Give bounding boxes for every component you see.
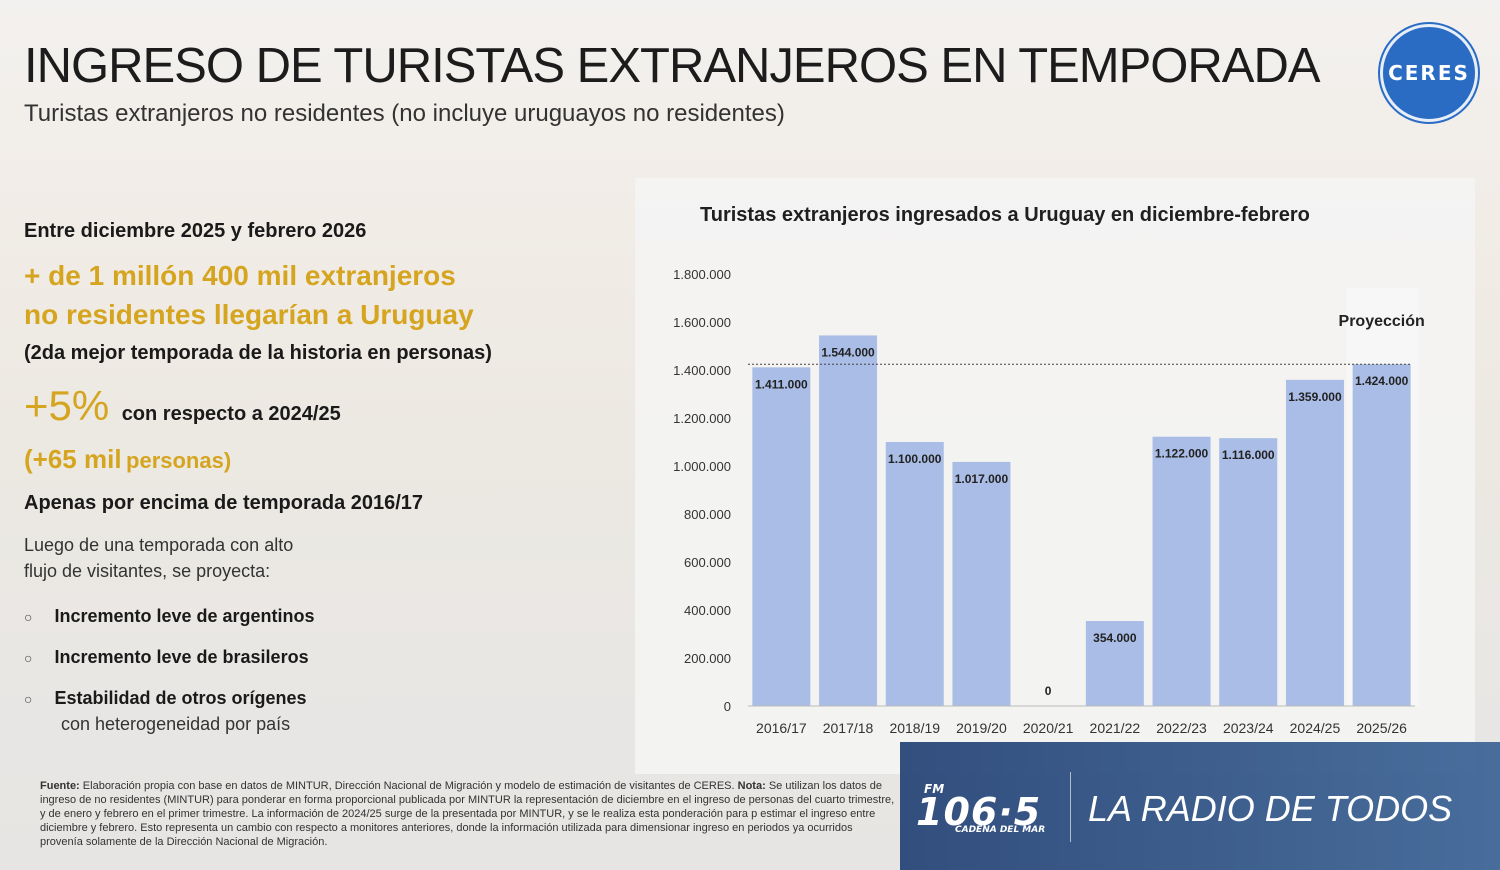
x-tick-label: 2023/24 <box>1223 720 1274 736</box>
x-tick-label: 2016/17 <box>756 720 807 736</box>
y-tick-label: 1.600.000 <box>673 315 731 330</box>
bar-2019/20 <box>952 461 1011 706</box>
bar-2021/22 <box>1085 621 1144 706</box>
record-note: (2da mejor temporada de la historia en p… <box>24 342 492 364</box>
radio-fm: FM <box>924 782 945 796</box>
bar-2018/19 <box>885 442 944 706</box>
footer-line1-end: Se utilizan los datos de ingreso de no r… <box>40 780 882 806</box>
bar-2017/18 <box>819 335 878 706</box>
bar-2024/25 <box>1285 379 1344 706</box>
projection-label: Proyección <box>1339 313 1425 330</box>
x-tick-label: 2025/26 <box>1356 720 1407 736</box>
x-tick-label: 2017/18 <box>823 720 874 736</box>
footer-source-label: Fuente: <box>40 780 80 792</box>
footer-line2: publicada por MINTUR la representación d… <box>40 794 895 820</box>
y-tick-label: 800.000 <box>684 507 731 522</box>
chart-title: Turistas extranjeros ingresados a Urugua… <box>700 204 1310 226</box>
footer-source: Fuente: Elaboración propia con base en d… <box>40 779 895 849</box>
footer-line1: Elaboración propia con base en datos de … <box>82 780 735 792</box>
x-tick-label: 2020/21 <box>1023 720 1074 736</box>
intro-line1: Luego de una temporada con alto <box>24 535 294 555</box>
y-tick-label: 1.800.000 <box>673 267 731 282</box>
compare-text: Apenas por encima de temporada 2016/17 <box>24 492 424 514</box>
ceres-logo: CERES <box>1380 24 1478 122</box>
bar-2022/23 <box>1152 436 1211 706</box>
data-label: 1.122.000 <box>1155 447 1209 461</box>
y-tick-label: 0 <box>724 699 731 714</box>
radio-banner: FM 106·5 CADENA DEL MAR LA RADIO DE TODO… <box>900 742 1500 870</box>
headline-line2: no residentes llegarían a Uruguay <box>24 299 474 330</box>
bar-2016/17 <box>752 367 811 706</box>
headline-line1: + de 1 millón 400 mil extranjeros <box>24 260 456 291</box>
x-tick-label: 2024/25 <box>1290 720 1341 736</box>
footer-note-label: Nota: <box>737 780 766 792</box>
page-title: INGRESO DE TURISTAS EXTRANJEROS EN TEMPO… <box>24 39 1321 93</box>
data-label: 1.017.000 <box>955 472 1009 486</box>
data-label: 354.000 <box>1093 631 1137 645</box>
y-tick-label: 1.400.000 <box>673 363 731 378</box>
bullet-subtext: con heterogeneidad por país <box>61 714 291 734</box>
banner-divider <box>1070 772 1071 842</box>
page-subtitle: Turistas extranjeros no residentes (no i… <box>24 100 785 127</box>
x-tick-label: 2021/22 <box>1090 720 1141 736</box>
bullet-item: ○ Incremento leve de argentinos <box>24 606 315 626</box>
data-label: 1.116.000 <box>1222 448 1275 462</box>
y-tick-label: 600.000 <box>684 555 731 570</box>
x-tick-label: 2018/19 <box>889 720 940 736</box>
bar-2025/26 <box>1352 364 1411 706</box>
growth-percent: +5% <box>24 382 110 429</box>
x-tick-label: 2022/23 <box>1156 720 1207 736</box>
footer-line3: estimar el ingreso entre diciembre y feb… <box>40 808 876 848</box>
bullet-item: ○ Estabilidad de otros orígenes <box>24 688 307 708</box>
radio-slogan: LA RADIO DE TODOS <box>1088 788 1453 829</box>
data-label: 1.359.000 <box>1288 390 1342 404</box>
period-text: Entre diciembre 2025 y febrero 2026 <box>24 220 367 242</box>
radio-frequency: 106·5 <box>916 790 1042 834</box>
data-label: 1.544.000 <box>821 345 875 359</box>
intro-line2: flujo de visitantes, se proyecta: <box>24 561 271 581</box>
bar-2023/24 <box>1219 438 1278 706</box>
growth-abs-number: (+65 mil <box>24 444 122 474</box>
radio-station: CADENA DEL MAR <box>955 825 1046 835</box>
y-tick-label: 400.000 <box>684 603 731 618</box>
bullet-icon: ○ <box>24 650 33 666</box>
y-tick-label: 1.200.000 <box>673 411 731 426</box>
data-label: 1.411.000 <box>755 377 808 391</box>
bullet-icon: ○ <box>24 691 33 707</box>
y-tick-label: 1.000.000 <box>673 459 731 474</box>
data-label: 0 <box>1045 684 1052 698</box>
bullet-icon: ○ <box>24 609 33 625</box>
bullet-item: ○ Incremento leve de brasileros <box>24 647 309 667</box>
data-label: 1.424.000 <box>1355 374 1409 388</box>
data-label: 1.100.000 <box>888 452 942 466</box>
growth-abs-text: personas) <box>126 448 232 473</box>
y-tick-label: 200.000 <box>684 651 731 666</box>
growth-text: con respecto a 2024/25 <box>121 403 341 425</box>
x-tick-label: 2019/20 <box>956 720 1007 736</box>
